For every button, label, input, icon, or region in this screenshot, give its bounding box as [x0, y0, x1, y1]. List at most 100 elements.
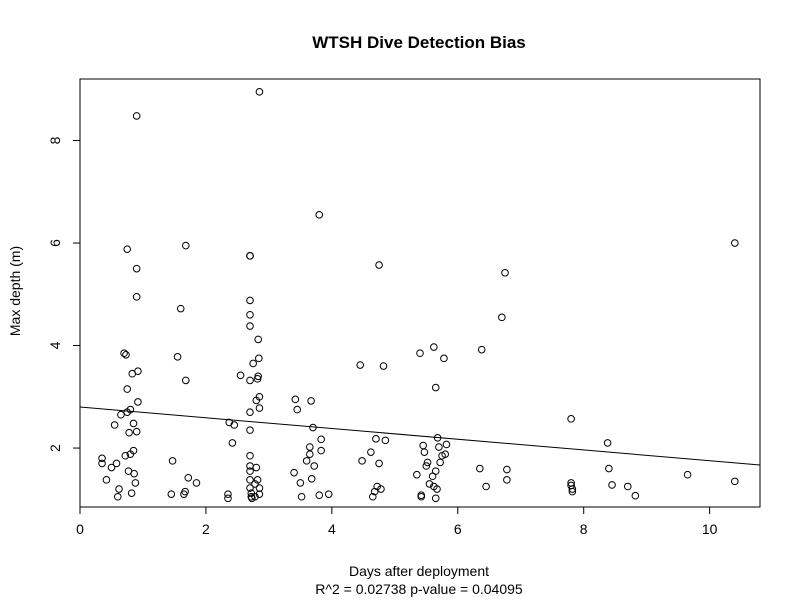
data-point	[416, 349, 424, 358]
data-point	[297, 492, 306, 501]
data-point	[440, 354, 448, 363]
data-point	[255, 484, 264, 492]
data-point	[307, 397, 315, 405]
data-point	[121, 451, 130, 460]
data-point	[324, 490, 333, 498]
data-point	[192, 479, 201, 487]
data-point	[123, 245, 132, 253]
data-point	[167, 490, 176, 498]
x-tick-label: 4	[328, 521, 336, 537]
data-point	[134, 367, 142, 375]
data-point	[132, 427, 141, 436]
data-point	[731, 239, 739, 247]
plot-frame	[79, 78, 761, 508]
data-point	[112, 459, 121, 468]
data-point	[254, 335, 262, 344]
data-point	[317, 446, 325, 455]
data-point	[373, 482, 381, 491]
data-point	[122, 350, 130, 359]
y-tick-label: 2	[47, 444, 63, 452]
data-point	[246, 426, 254, 434]
data-point	[290, 468, 298, 477]
data-point	[306, 450, 314, 459]
data-point	[98, 454, 106, 463]
y-tick-label: 4	[47, 341, 63, 349]
data-point	[129, 419, 138, 428]
data-point	[181, 487, 189, 496]
data-point	[425, 480, 434, 488]
data-point	[254, 372, 262, 381]
data-point	[255, 88, 264, 96]
data-point	[417, 491, 426, 500]
data-point	[126, 405, 135, 414]
data-point	[317, 435, 325, 444]
data-point	[130, 469, 138, 478]
data-point	[623, 482, 632, 491]
chart-title: WTSH Dive Detection Bias	[312, 33, 526, 52]
data-point	[251, 480, 259, 488]
data-point	[236, 371, 245, 380]
data-point	[293, 405, 302, 414]
data-point	[134, 398, 142, 406]
data-point	[422, 462, 431, 470]
data-point	[431, 494, 440, 503]
data-point	[228, 439, 237, 447]
data-point	[230, 421, 239, 429]
data-point	[246, 451, 254, 460]
data-point	[731, 477, 739, 486]
data-point	[181, 241, 190, 250]
data-point	[433, 485, 441, 493]
data-point	[246, 310, 254, 319]
data-point	[184, 473, 193, 482]
data-point	[441, 450, 449, 459]
data-point	[501, 268, 509, 277]
data-point	[173, 353, 182, 361]
data-point	[379, 362, 388, 370]
data-point	[246, 296, 254, 305]
data-point	[310, 462, 319, 470]
data-point	[246, 484, 254, 492]
data-point	[255, 392, 264, 401]
data-point	[115, 485, 123, 493]
data-point	[315, 211, 324, 219]
chart-subtitle: R^2 = 0.02738 p-value = 0.04095	[315, 581, 523, 597]
data-point	[246, 252, 254, 260]
data-point	[132, 264, 141, 273]
data-point	[377, 485, 385, 493]
data-point	[367, 448, 375, 456]
data-point	[246, 467, 254, 475]
data-point	[503, 476, 511, 484]
data-point	[431, 383, 440, 392]
data-point	[358, 457, 366, 465]
x-tick-label: 6	[454, 521, 462, 537]
data-point	[605, 464, 613, 473]
data-point	[131, 479, 140, 487]
data-point	[224, 494, 232, 503]
data-point	[476, 464, 484, 473]
data-point	[117, 410, 125, 419]
data-point	[113, 492, 122, 501]
data-point	[608, 481, 616, 489]
data-point	[413, 470, 421, 479]
data-point	[477, 345, 486, 354]
data-point	[417, 492, 426, 501]
data-point	[132, 293, 141, 301]
x-tick-label: 2	[202, 521, 210, 537]
data-point	[246, 322, 254, 330]
data-point	[252, 463, 261, 472]
data-point	[255, 354, 263, 363]
y-axis-label: Max depth (m)	[7, 246, 23, 336]
data-point	[129, 446, 138, 455]
data-point	[302, 457, 311, 465]
data-point	[306, 443, 314, 451]
x-axis: 0 2 4 6 8 10	[76, 506, 718, 537]
data-point	[309, 423, 317, 432]
data-point	[603, 439, 612, 447]
data-point	[224, 490, 232, 498]
data-point	[503, 465, 511, 474]
data-point	[498, 313, 506, 322]
data-point	[375, 261, 383, 269]
data-point	[368, 492, 377, 501]
data-point	[375, 459, 383, 468]
